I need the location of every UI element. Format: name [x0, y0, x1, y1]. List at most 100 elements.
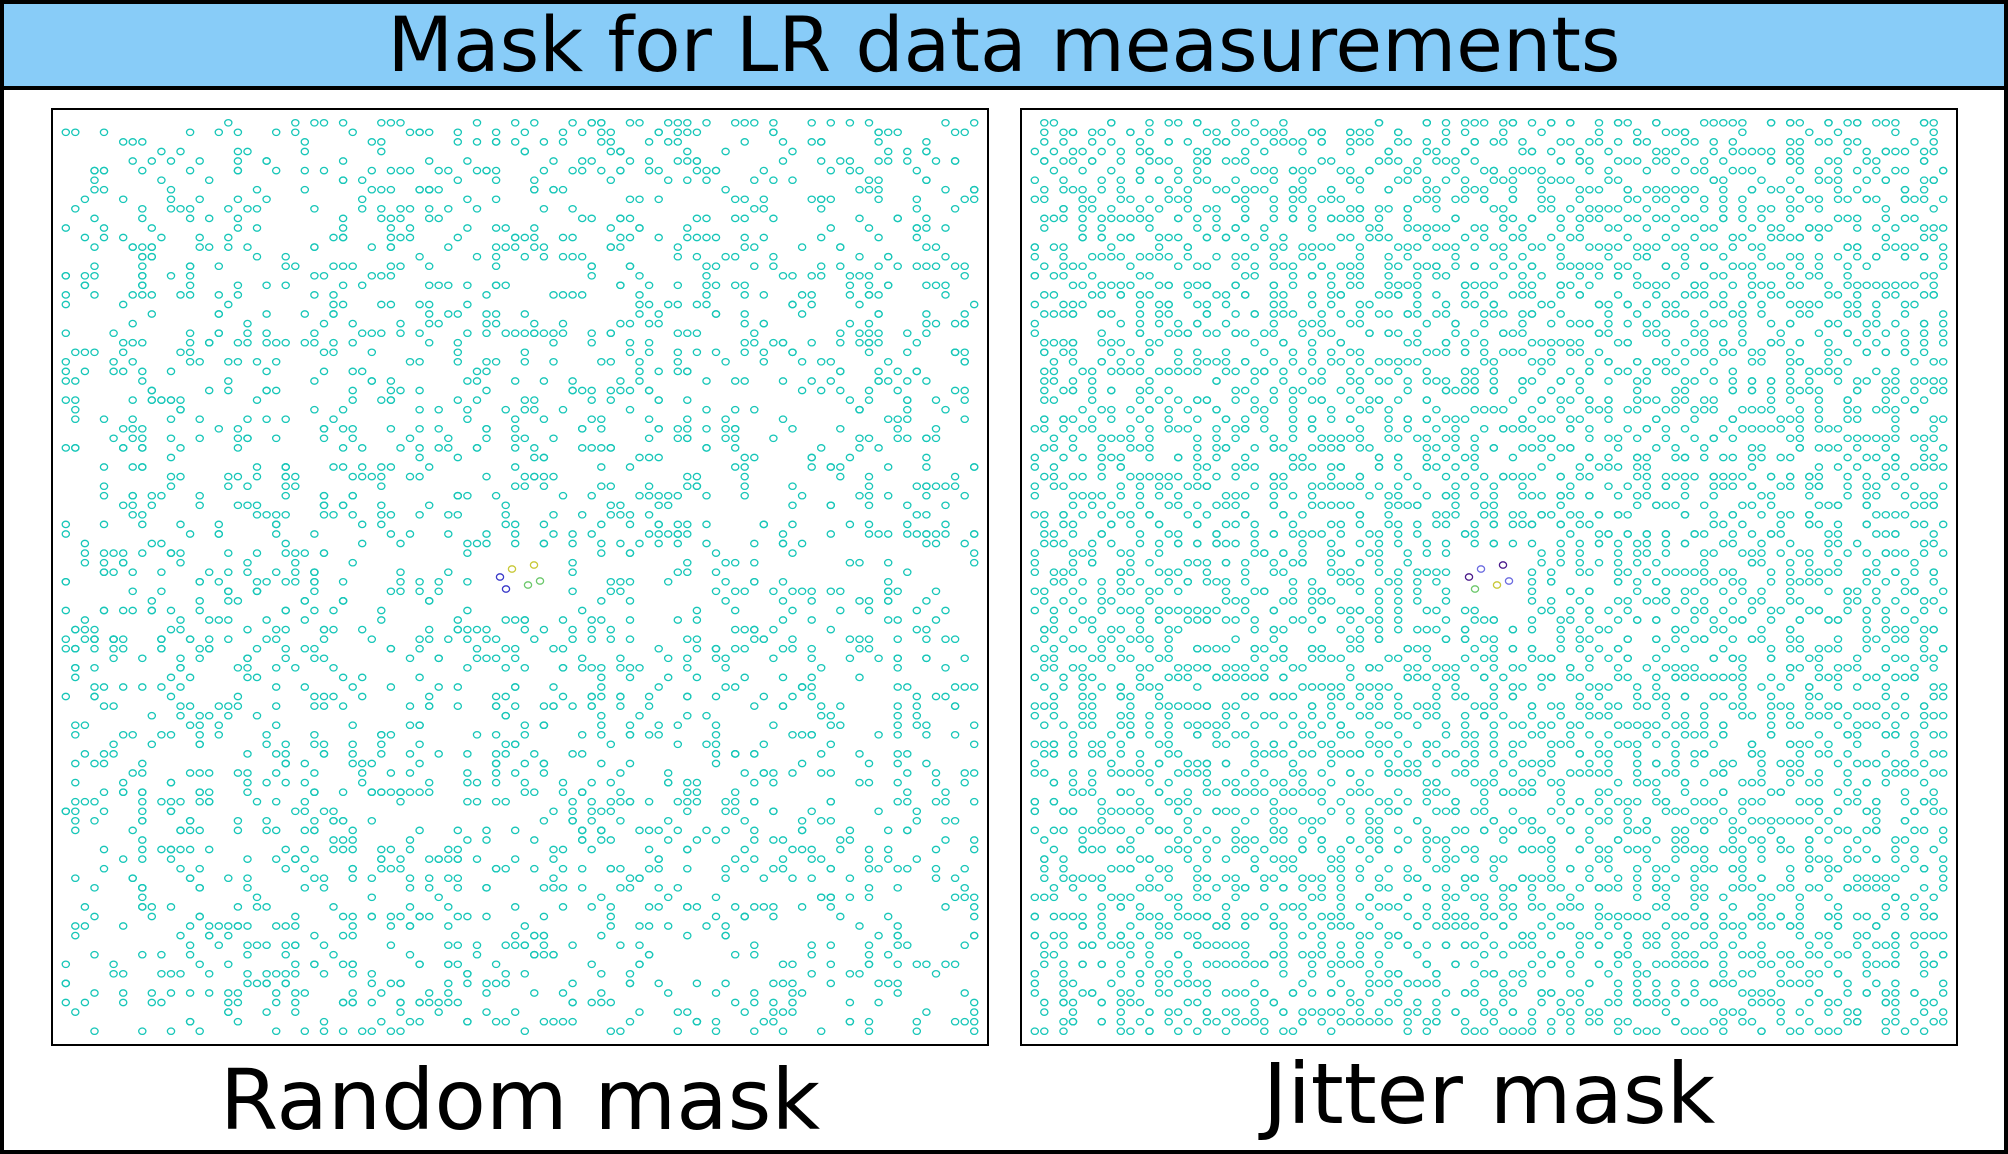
- sample-marker: [463, 491, 472, 500]
- sample-marker: [568, 941, 577, 950]
- sample-marker: [405, 128, 415, 137]
- sample-marker: [1422, 453, 1432, 462]
- sample-marker: [1833, 558, 1843, 567]
- sample-marker: [510, 444, 520, 452]
- sample-marker: [252, 396, 262, 404]
- figure-title: Mask for LR data measurements: [387, 0, 1621, 89]
- sample-marker: [252, 673, 262, 682]
- sample-marker: [1355, 520, 1365, 529]
- sample-marker: [357, 176, 367, 185]
- sample-marker: [1441, 138, 1451, 146]
- sample-marker: [520, 616, 530, 624]
- sample-marker: [99, 520, 109, 529]
- sample-marker: [1279, 444, 1288, 452]
- sample-marker: [453, 826, 463, 835]
- sample-marker: [1900, 549, 1910, 557]
- sample-marker: [1843, 214, 1852, 223]
- sample-marker: [912, 195, 922, 204]
- sample-marker: [99, 845, 109, 854]
- sample-marker: [1403, 176, 1412, 185]
- sample-marker: [1900, 491, 1910, 500]
- sample-marker: [1164, 195, 1173, 204]
- sample-marker: [252, 472, 262, 481]
- sample-marker: [1441, 520, 1451, 529]
- sample-marker: [1097, 434, 1106, 443]
- sample-marker: [1116, 185, 1126, 194]
- sample-marker: [1040, 386, 1049, 395]
- sample-marker: [1747, 444, 1757, 452]
- sample-marker: [1537, 444, 1546, 452]
- sample-marker: [931, 769, 941, 777]
- sample-marker: [61, 357, 71, 366]
- sample-marker: [1785, 577, 1795, 586]
- sample-marker: [1154, 482, 1164, 491]
- sample-marker: [1470, 491, 1479, 500]
- sample-marker: [329, 291, 338, 299]
- sample-marker: [1613, 224, 1623, 232]
- sample-marker: [1709, 243, 1718, 251]
- sample-marker: [1690, 568, 1699, 577]
- sample-marker: [271, 1027, 281, 1036]
- sample-marker: [1135, 357, 1145, 366]
- sample-marker: [1738, 166, 1747, 175]
- sample-marker: [271, 434, 281, 443]
- sample-marker: [348, 262, 357, 271]
- sample-marker: [1365, 224, 1374, 232]
- sample-marker: [692, 329, 702, 338]
- sample-marker: [1374, 157, 1384, 165]
- sample-marker: [816, 769, 826, 777]
- sample-marker: [1795, 549, 1805, 557]
- sample-marker: [405, 434, 415, 443]
- sample-marker: [1269, 396, 1279, 404]
- sample-marker: [1326, 482, 1336, 491]
- sample-marker: [635, 711, 644, 720]
- sample-marker: [1852, 338, 1862, 347]
- sample-marker: [883, 587, 893, 596]
- sample-marker: [1279, 482, 1288, 491]
- sample-marker: [903, 769, 912, 777]
- sample-marker: [1699, 549, 1709, 557]
- sample-marker: [1374, 549, 1384, 557]
- sample-marker: [386, 271, 396, 280]
- sample-marker: [1642, 530, 1652, 538]
- sample-marker: [1785, 176, 1795, 185]
- sample-marker: [1250, 377, 1259, 385]
- sample-marker: [874, 730, 883, 739]
- sample-marker: [635, 271, 644, 280]
- sample-marker: [931, 616, 941, 624]
- sample-marker: [386, 941, 396, 950]
- sample-marker: [80, 195, 90, 204]
- sample-marker: [644, 281, 654, 290]
- sample-marker: [1355, 377, 1365, 385]
- sample-marker: [845, 969, 855, 978]
- sample-marker: [644, 453, 654, 462]
- sample-marker: [291, 663, 300, 672]
- sample-marker: [329, 348, 338, 357]
- sample-marker: [1862, 491, 1871, 500]
- sample-marker: [969, 195, 979, 204]
- sample-marker: [1126, 472, 1135, 481]
- sample-marker: [300, 310, 310, 318]
- sample-marker: [1900, 348, 1910, 357]
- sample-marker: [1260, 424, 1269, 433]
- sample-marker: [1432, 243, 1441, 251]
- sample-marker: [1814, 204, 1824, 213]
- sample-marker: [606, 501, 616, 510]
- sample-marker: [1852, 138, 1862, 146]
- sample-marker: [1269, 530, 1279, 538]
- sample-marker: [415, 357, 424, 366]
- sample-marker: [1097, 291, 1106, 299]
- sample-marker: [1910, 405, 1919, 414]
- sample-marker: [864, 348, 874, 357]
- sample-marker: [1049, 377, 1059, 385]
- sample-marker: [654, 520, 663, 529]
- sample-marker: [663, 922, 673, 930]
- sample-marker: [1087, 396, 1097, 404]
- sample-marker: [1422, 444, 1432, 452]
- sample-marker: [683, 472, 692, 481]
- sample-marker: [673, 539, 683, 548]
- sample-marker: [1212, 530, 1221, 538]
- sample-marker: [377, 147, 386, 156]
- sample-marker: [463, 769, 472, 777]
- sample-marker: [348, 845, 357, 854]
